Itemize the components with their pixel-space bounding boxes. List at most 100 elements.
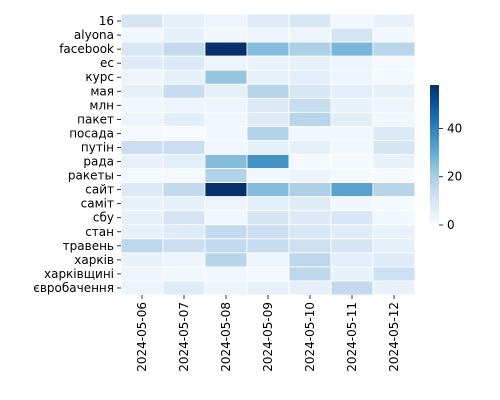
heatmap-cell bbox=[372, 252, 416, 268]
heatmap-cell bbox=[204, 196, 248, 212]
y-tick-label: посада bbox=[69, 126, 114, 140]
heatmap-cell bbox=[204, 238, 248, 254]
heatmap-cell bbox=[372, 238, 416, 254]
heatmap-cell bbox=[288, 140, 332, 155]
heatmap-cell bbox=[204, 83, 248, 99]
y-tick-label: євробачення bbox=[33, 281, 114, 295]
heatmap-cell bbox=[246, 266, 290, 282]
heatmap-cell bbox=[120, 238, 164, 254]
y-tick-label: пакет bbox=[77, 112, 114, 126]
heatmap-cell bbox=[162, 126, 206, 141]
heatmap-cell bbox=[372, 280, 416, 296]
heatmap-cell bbox=[246, 13, 290, 29]
x-axis-ticks: 2024-05-06 2024-05-07 2024-05-08 2024-05-09… bbox=[135, 295, 401, 372]
heatmap-cell bbox=[288, 210, 332, 226]
heatmap-cell bbox=[288, 55, 332, 71]
x-tick-label: 2024-05-09 bbox=[261, 302, 275, 372]
heatmap-cell bbox=[372, 111, 416, 127]
y-tick-label: alyona bbox=[74, 28, 114, 42]
heatmap-cell bbox=[330, 266, 374, 282]
y-tick-label: стан bbox=[85, 225, 114, 239]
heatmap-cell bbox=[204, 69, 248, 85]
heatmap-cell bbox=[246, 196, 290, 212]
heatmap-cell bbox=[246, 27, 290, 43]
heatmap-cell bbox=[330, 154, 374, 169]
heatmap-cell bbox=[204, 55, 248, 71]
heatmap-cell bbox=[330, 210, 374, 226]
heatmap-cell bbox=[162, 41, 206, 57]
heatmap-cell bbox=[246, 224, 290, 240]
y-tick-label: млн bbox=[89, 98, 114, 112]
heatmap-cell bbox=[162, 224, 206, 240]
heatmap-cell bbox=[246, 280, 290, 296]
heatmap-cell bbox=[330, 168, 374, 184]
heatmap-cell bbox=[372, 83, 416, 99]
heatmap-cell bbox=[246, 69, 290, 85]
heatmap-cell bbox=[204, 266, 248, 282]
heatmap-cell bbox=[204, 140, 248, 155]
heatmap-cell bbox=[120, 196, 164, 212]
heatmap-cell bbox=[372, 97, 416, 113]
x-tick-label: 2024-05-10 bbox=[303, 302, 317, 372]
heatmap-cell bbox=[246, 126, 290, 141]
heatmap-cell bbox=[204, 154, 248, 169]
colorbar-gradient bbox=[430, 85, 439, 225]
heatmap-cell bbox=[162, 55, 206, 71]
heatmap-cell bbox=[120, 111, 164, 127]
heatmap-cell bbox=[246, 55, 290, 71]
heatmap-cell bbox=[246, 97, 290, 113]
heatmap-cell bbox=[162, 182, 206, 198]
heatmap-cell bbox=[330, 182, 374, 198]
y-tick-label: курс bbox=[85, 70, 114, 84]
y-axis-ticks: 16alyonafacebookескурсмаямлнпакетпосадап… bbox=[33, 14, 121, 295]
heatmap-cell bbox=[246, 168, 290, 184]
heatmap-cell bbox=[330, 252, 374, 268]
heatmap-cell bbox=[288, 41, 332, 57]
heatmap-cell bbox=[288, 168, 332, 184]
heatmap-cell bbox=[288, 97, 332, 113]
heatmap-cell bbox=[204, 224, 248, 240]
heatmap-cell bbox=[204, 27, 248, 43]
heatmap-cell bbox=[120, 69, 164, 85]
heatmap-cell bbox=[162, 168, 206, 184]
x-tick-label: 2024-05-06 bbox=[135, 302, 149, 372]
heatmap-cell bbox=[246, 154, 290, 169]
heatmap-cell bbox=[330, 280, 374, 296]
x-tick-label: 2024-05-08 bbox=[219, 302, 233, 372]
y-tick-label: харківщині bbox=[44, 267, 114, 281]
heatmap-cell bbox=[288, 266, 332, 282]
heatmap-cell bbox=[162, 196, 206, 212]
colorbar-tick-label: 40 bbox=[447, 121, 462, 135]
y-tick-label: травень bbox=[63, 239, 114, 253]
heatmap-cell bbox=[162, 83, 206, 99]
heatmap-cell bbox=[246, 252, 290, 268]
x-tick-label: 2024-05-11 bbox=[345, 302, 359, 372]
heatmap-cell bbox=[246, 238, 290, 254]
colorbar: 0 20 40 bbox=[430, 85, 462, 232]
heatmap-cell bbox=[288, 126, 332, 141]
heatmap-cell bbox=[204, 168, 248, 184]
heatmap-cell bbox=[372, 140, 416, 155]
colorbar-tick-label: 20 bbox=[447, 170, 462, 184]
heatmap-cell bbox=[162, 27, 206, 43]
heatmap-cell bbox=[288, 238, 332, 254]
heatmap-cell bbox=[330, 83, 374, 99]
heatmap-cell bbox=[330, 97, 374, 113]
heatmap-cell bbox=[120, 126, 164, 141]
heatmap-cell bbox=[162, 252, 206, 268]
heatmap-cell bbox=[288, 224, 332, 240]
y-tick-label: ракеты bbox=[68, 169, 114, 183]
heatmap-cell bbox=[372, 266, 416, 282]
heatmap-cell bbox=[372, 27, 416, 43]
heatmap-cell bbox=[246, 111, 290, 127]
heatmap-cell bbox=[120, 266, 164, 282]
heatmap-cell bbox=[120, 182, 164, 198]
heatmap-cell bbox=[372, 55, 416, 71]
heatmap-cell bbox=[162, 140, 206, 155]
heatmap-cell bbox=[372, 41, 416, 57]
heatmap-cell bbox=[162, 97, 206, 113]
heatmap-cell bbox=[120, 27, 164, 43]
heatmap-cell bbox=[330, 111, 374, 127]
heatmap-cell bbox=[120, 97, 164, 113]
